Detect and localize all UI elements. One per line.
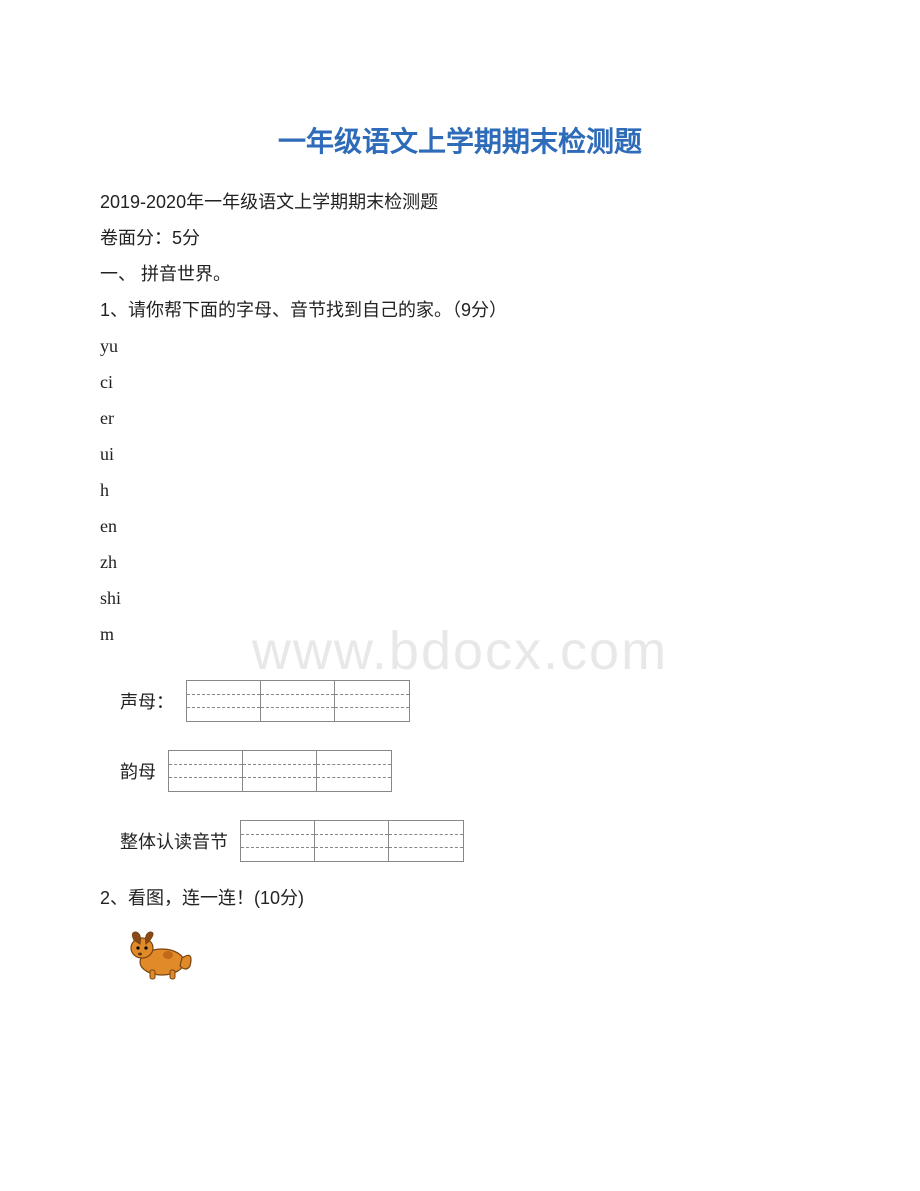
grid-cell bbox=[335, 681, 409, 721]
shengmu-label: 声母： bbox=[120, 688, 174, 714]
pinyin-item: ui bbox=[100, 436, 820, 472]
dog-icon bbox=[120, 922, 200, 987]
grid-cell bbox=[243, 751, 317, 791]
zhengti-label: 整体认读音节 bbox=[120, 828, 228, 854]
pinyin-item: h bbox=[100, 472, 820, 508]
pinyin-item: m bbox=[100, 616, 820, 652]
yunmu-grid bbox=[168, 750, 392, 792]
document-title: 一年级语文上学期期末检测题 bbox=[100, 120, 820, 160]
grid-cell bbox=[261, 681, 335, 721]
question-2-text: 2、看图，连一连！(10分) bbox=[100, 880, 820, 916]
grid-cell bbox=[241, 821, 315, 861]
zhengti-row: 整体认读音节 bbox=[120, 820, 820, 862]
pinyin-item: en bbox=[100, 508, 820, 544]
score-line: 卷面分：5分 bbox=[100, 220, 820, 256]
pinyin-item: ci bbox=[100, 364, 820, 400]
pinyin-item: er bbox=[100, 400, 820, 436]
shengmu-row: 声母： bbox=[120, 680, 820, 722]
section-1-heading: 一、 拼音世界。 bbox=[100, 256, 820, 292]
subhead-line: 2019-2020年一年级语文上学期期末检测题 bbox=[100, 184, 820, 220]
pinyin-item: zh bbox=[100, 544, 820, 580]
grid-cell bbox=[187, 681, 261, 721]
question-1-text: 1、请你帮下面的字母、音节找到自己的家。（9分） bbox=[100, 292, 820, 328]
zhengti-grid bbox=[240, 820, 464, 862]
grid-cell bbox=[317, 751, 391, 791]
pinyin-item: yu bbox=[100, 328, 820, 364]
document-page: 一年级语文上学期期末检测题 2019-2020年一年级语文上学期期末检测题 卷面… bbox=[0, 0, 920, 1027]
shengmu-grid bbox=[186, 680, 410, 722]
grid-cell bbox=[389, 821, 463, 861]
grid-cell bbox=[169, 751, 243, 791]
yunmu-label: 韵母 bbox=[120, 758, 156, 784]
grid-cell bbox=[315, 821, 389, 861]
pinyin-item: shi bbox=[100, 580, 820, 616]
yunmu-row: 韵母 bbox=[120, 750, 820, 792]
